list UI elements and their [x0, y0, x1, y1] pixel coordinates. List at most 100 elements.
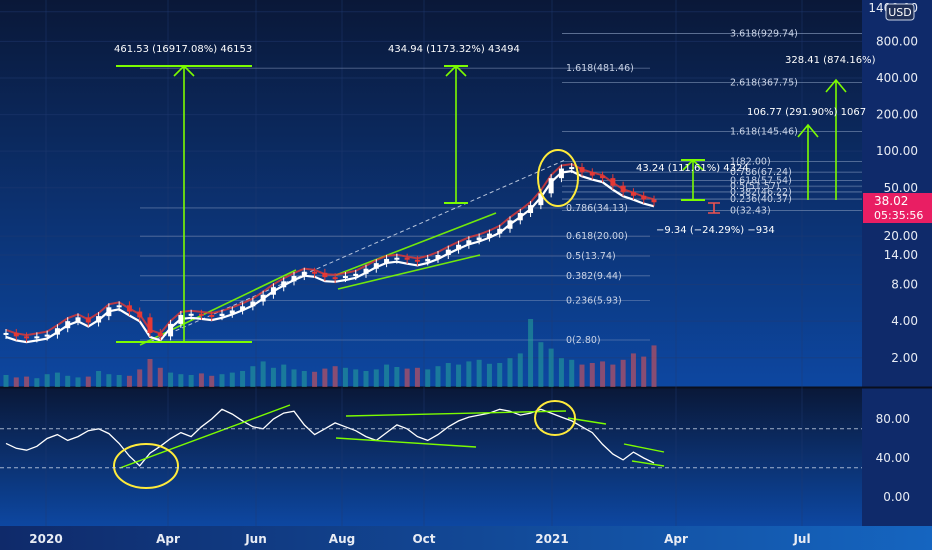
candle-body — [353, 273, 359, 277]
price-pane-background — [0, 0, 862, 387]
candle-body — [528, 205, 534, 214]
time-tick-label: Jul — [792, 532, 810, 546]
candle-body — [507, 220, 513, 229]
volume-bar — [168, 372, 174, 387]
price-tick-label: 400.00 — [876, 71, 918, 85]
volume-bar — [96, 371, 102, 387]
fib-level-label: 0.382(9.44) — [566, 271, 622, 282]
currency-label: USD — [888, 6, 912, 19]
measure-arrow — [444, 64, 468, 204]
currency-badge[interactable]: USD — [885, 3, 915, 21]
volume-bar — [589, 363, 595, 387]
candle-body — [168, 323, 174, 337]
volume-bar — [260, 361, 266, 387]
volume-bar — [178, 374, 184, 387]
candle-body — [332, 277, 338, 280]
fib-level-label: 0.5(13.74) — [566, 251, 616, 262]
trend-line — [337, 254, 481, 290]
volume-bar — [301, 371, 307, 387]
volume-bar — [538, 342, 544, 387]
volume-bar — [188, 375, 194, 387]
fib-level-label: 0.618(20.00) — [566, 231, 628, 242]
oscillator-axis[interactable]: 80.00 40.00 0.00 — [0, 412, 910, 504]
volume-bar — [651, 345, 657, 387]
candle-body — [558, 168, 564, 179]
price-tick-label: 50.00 — [884, 181, 918, 195]
candle-body — [630, 192, 636, 196]
time-tick-label: Apr — [664, 532, 688, 546]
volume-bar — [394, 367, 400, 387]
fib-level-label: 0.5(51.57) — [730, 181, 780, 192]
volume-bar — [137, 369, 143, 387]
fib-level-label: 3.618(929.74) — [730, 28, 798, 39]
last-price-label[interactable]: 38.02 05:35:56 — [863, 193, 932, 223]
oscillator-series — [5, 400, 665, 489]
measurement-label: 43.24 (111.61%) 4324 — [636, 163, 749, 174]
volume-bar — [620, 359, 626, 387]
candle-body — [24, 336, 30, 339]
fib-level-label: 1(82.00) — [730, 157, 771, 168]
price-tick-label: 200.00 — [876, 108, 918, 122]
volume-bar — [630, 353, 636, 387]
measurement-label: 106.77 (291.90%) 1067 — [747, 107, 866, 118]
measure-arrow-open — [797, 123, 819, 200]
volume-bar — [250, 366, 256, 387]
volume-bar — [34, 378, 40, 387]
candle-body — [291, 276, 297, 282]
oscillator-tick-label: 40.00 — [876, 451, 910, 465]
volume-bar — [384, 364, 390, 387]
oscillator-pane-background — [0, 388, 862, 526]
candle-body — [54, 328, 60, 335]
volume-bar — [312, 371, 318, 387]
price-axis[interactable]: 1400.00800.00400.00200.00100.0050.0020.0… — [868, 1, 918, 365]
volume-bar — [13, 377, 19, 387]
volume-bar — [435, 366, 441, 387]
candle-body — [34, 336, 40, 339]
candle-body — [209, 314, 215, 317]
candle-body — [445, 249, 451, 256]
price-tick-label: 20.00 — [884, 229, 918, 243]
bar-countdown: 05:35:56 — [874, 209, 923, 222]
candle-body — [157, 332, 163, 337]
price-tick-label: 14.00 — [884, 248, 918, 262]
volume-bar — [528, 319, 534, 387]
candle-body — [198, 313, 204, 316]
fib-level-label: 0(32.43) — [730, 206, 771, 217]
candle-body — [85, 317, 91, 323]
volume-bar — [126, 375, 132, 387]
candle-body — [497, 228, 503, 234]
candle-body — [219, 313, 225, 317]
candle-body — [106, 307, 112, 317]
candle-body — [13, 332, 19, 337]
time-axis[interactable]: 2020 Apr Jun Aug Oct 2021 Apr Jul — [29, 532, 810, 546]
volume-bar — [322, 368, 328, 387]
candle-body — [65, 321, 71, 329]
fib-level-label: 1.618(481.46) — [566, 63, 634, 74]
price-tick-label: 8.00 — [891, 278, 918, 292]
volume-bar — [373, 369, 379, 387]
volume-bar — [270, 367, 276, 387]
measure-arrow — [116, 64, 252, 343]
oscillator-tick-label: 0.00 — [883, 490, 910, 504]
volume-bar — [579, 364, 585, 387]
volume-bar — [291, 369, 297, 387]
fib-level-label: 0(2.80) — [566, 335, 601, 346]
candle-body — [579, 167, 585, 173]
candle-body — [394, 257, 400, 260]
measurement-label: 328.41 (874.16%) — [785, 55, 876, 66]
candle-body — [363, 268, 369, 274]
trend-line — [335, 212, 497, 276]
volume-bar — [497, 363, 503, 387]
volume-bar — [281, 364, 287, 387]
oscillator-trend-line — [623, 443, 665, 453]
price-tick-label: 100.00 — [876, 144, 918, 158]
candle-body — [44, 334, 50, 337]
candle-body — [538, 193, 544, 206]
candle-body — [589, 172, 595, 176]
measure-arrowhead — [173, 64, 195, 77]
candle-body — [569, 167, 575, 170]
volume-bar — [476, 359, 482, 387]
volume-bar — [85, 376, 91, 387]
candle-body — [404, 257, 410, 260]
candle-body — [384, 258, 390, 264]
